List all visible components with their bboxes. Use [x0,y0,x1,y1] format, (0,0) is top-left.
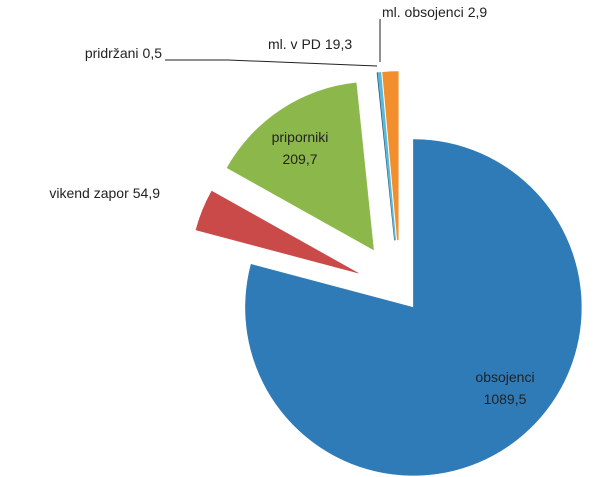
pie-slice [382,71,399,241]
value-label: 54,9 [133,185,160,201]
pie-slice [195,190,359,274]
data-label: ml. v PD19,3 [268,36,352,52]
category-name: pridržani [85,45,139,61]
pie-slice [377,72,397,241]
pie-slice [226,82,374,251]
category-name: ml. v PD [268,36,321,52]
data-label: pridržani0,5 [85,45,162,61]
data-label: ml. obsojenci2,9 [382,4,487,20]
value-label: 0,5 [143,45,163,61]
category-name: priporniki [272,129,329,145]
category-name: obsojenci [475,369,534,385]
data-label: obsojenci 1089,5 [475,369,534,407]
category-name: ml. obsojenci [382,4,464,20]
data-label: priporniki 209,7 [272,129,329,167]
leader-line [165,59,378,67]
data-label: vikend zapor54,9 [49,185,160,201]
value-label: 209,7 [282,151,317,167]
pie-slice [245,139,582,476]
value-label: 1089,5 [484,391,527,407]
category-name: vikend zapor [49,185,129,201]
value-label: 2,9 [468,4,488,20]
value-label: 19,3 [325,36,352,52]
